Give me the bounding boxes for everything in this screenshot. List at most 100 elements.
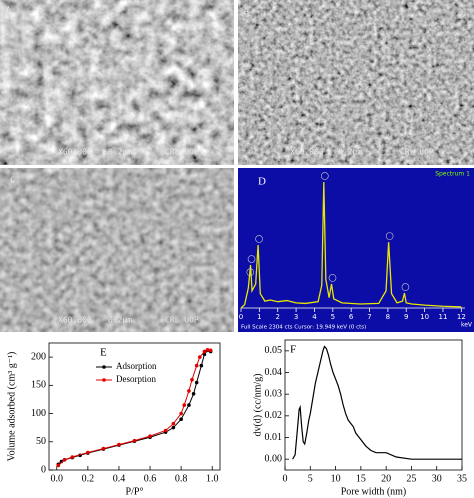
x-tick-label: 2 <box>275 313 279 321</box>
data-point <box>179 417 183 422</box>
panel-label: C <box>10 176 15 185</box>
data-point <box>202 352 207 357</box>
y-tick-label: 0.05 <box>265 345 283 356</box>
data-point <box>208 348 213 353</box>
data-point <box>182 403 187 407</box>
data-point <box>202 349 207 354</box>
x-tick-label: 9 <box>404 313 408 321</box>
data-point <box>187 403 191 407</box>
sem-image-a: A X60,000 0.2μm CRL UOP <box>0 0 234 165</box>
x-tick-label: 4 <box>312 313 317 321</box>
y-axis-label: dv(d) (cc/nm/g) <box>252 373 263 436</box>
x-tick-label: 3 <box>294 313 298 321</box>
x-tick-label: 1 <box>257 313 261 321</box>
x-tick-label: 20 <box>381 473 391 484</box>
spectrum-background <box>238 168 474 332</box>
x-tick-label: 10 <box>420 313 429 321</box>
data-point <box>179 411 183 416</box>
x-tick-label: 25 <box>406 473 416 484</box>
panel-label: E <box>100 347 107 359</box>
data-point <box>62 458 67 462</box>
data-point <box>171 425 176 430</box>
sem-image-b: B X60,000 0.2μm CRL UOP <box>238 0 474 165</box>
x-axis-label: Pore width (nm) <box>341 486 407 497</box>
data-point <box>86 450 90 455</box>
data-point <box>199 363 204 368</box>
sem-texture <box>238 0 474 165</box>
y-tick-label: 150 <box>31 380 46 391</box>
peak-marker <box>321 172 329 180</box>
panel-label: D <box>258 176 266 188</box>
peak-marker <box>401 283 410 291</box>
spectrum-line <box>240 181 462 309</box>
y-tick-label: 50 <box>36 436 46 447</box>
series-line <box>292 345 462 460</box>
legend-marker <box>102 378 106 382</box>
magnification: X60,000 <box>58 148 92 157</box>
x-tick-label: 12 <box>457 313 466 321</box>
x-tick-label: 5 <box>308 473 313 484</box>
lab-label: CRL UOP <box>400 148 434 157</box>
y-tick-label: 0.01 <box>265 432 283 443</box>
spectrum-title: Spectrum 1 <box>435 171 470 178</box>
data-point <box>117 442 121 447</box>
x-tick-label: 30 <box>432 473 442 484</box>
plot-frame <box>48 342 221 471</box>
legend-marker <box>102 365 106 369</box>
chart-panel: 0.0 0.2 0.4 0.6 0.8 1.0 0 50 100 150 200 P/P° Volume… <box>6 342 221 497</box>
data-point <box>70 455 75 459</box>
panel-label: B <box>244 8 249 17</box>
legend-label: Adsorption <box>116 361 157 371</box>
x-tick-label: 1.0 <box>206 473 219 484</box>
x-tick-label: 0.2 <box>82 473 95 484</box>
sem-texture <box>0 168 234 332</box>
x-tick-label: 15 <box>356 473 366 484</box>
x-tick-label: 0.4 <box>113 473 126 484</box>
data-point <box>194 380 199 385</box>
magnification: X60,000 <box>58 316 92 325</box>
data-point <box>205 347 210 352</box>
x-tick-label: 0.6 <box>144 473 157 484</box>
magnification: X60,000 <box>290 148 324 157</box>
peak-marker <box>328 274 337 282</box>
x-tick-label: 0.0 <box>51 473 64 484</box>
peak-marker <box>255 235 263 243</box>
lab-label: CRL UOP <box>165 148 199 157</box>
sem-texture <box>0 0 234 165</box>
data-point <box>148 434 152 438</box>
scale-bar-label: 0.2μm <box>338 148 362 157</box>
x-tick-label: 8 <box>386 313 390 321</box>
data-point <box>163 428 168 433</box>
spectrum-footer: Full Scale 2304 cts Cursor: 19.949 keV (… <box>241 325 366 331</box>
x-axis-label: keV <box>461 322 473 329</box>
data-point <box>56 463 61 468</box>
panel-label: A <box>6 6 11 15</box>
y-tick-label: 0.04 <box>265 367 283 378</box>
y-tick-label: 0.02 <box>265 410 283 421</box>
peak-marker <box>246 268 255 277</box>
x-tick-label: 11 <box>439 313 448 321</box>
data-point <box>132 438 137 443</box>
peak-marker <box>247 255 256 263</box>
y-tick-label: 0.03 <box>265 388 283 399</box>
x-tick-label: 10 <box>331 473 341 484</box>
y-tick-label: 0 <box>41 464 46 475</box>
sem-image-c: C X60,000 0.2μm CRL UOP <box>0 168 234 332</box>
scale-bar-label: 0.2μm <box>108 148 132 157</box>
x-tick-label: 7 <box>367 313 371 321</box>
plot-frame <box>284 339 463 471</box>
data-point <box>194 363 199 368</box>
y-tick-label: 200 <box>31 351 46 362</box>
data-point <box>101 446 106 451</box>
x-tick-label: 0 <box>283 473 288 484</box>
peak-marker <box>385 232 394 240</box>
legend-label: Desorption <box>116 374 156 384</box>
y-axis-label: Volume adsorbed (cm³ g⁻¹) <box>6 352 17 462</box>
x-tick-label: 5 <box>331 313 335 321</box>
y-tick-label: 0.00 <box>265 453 283 464</box>
scale-bar-label: 0.2μm <box>108 316 132 325</box>
data-point <box>171 421 176 426</box>
